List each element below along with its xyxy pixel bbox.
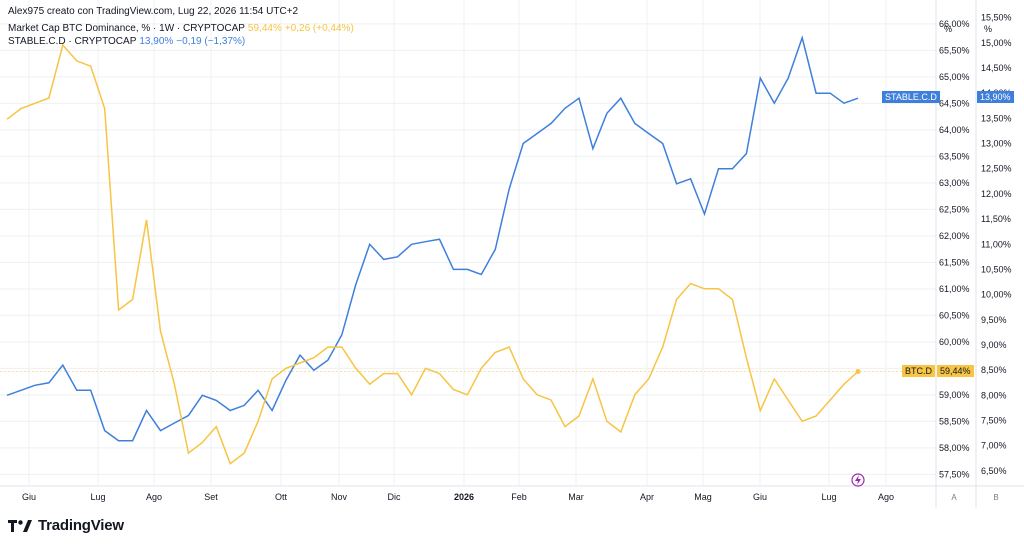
y-axis-b-tick-label: 12,50% bbox=[981, 164, 1012, 174]
y-axis-b-tick-label: 14,50% bbox=[981, 63, 1012, 73]
tradingview-brand: TradingView bbox=[38, 517, 124, 534]
y-axis-b-tick-label: 6,50% bbox=[981, 466, 1007, 476]
legend-btc-change: +0,26 (+0,44%) bbox=[284, 23, 354, 34]
y-axis-a-tick-label: 57,50% bbox=[939, 469, 970, 479]
stable-value-tag: 13,90% bbox=[977, 91, 1014, 104]
stable-name-tag: STABLE.C.D bbox=[882, 91, 940, 104]
y-axis-a-tick-label: 61,00% bbox=[939, 284, 970, 294]
x-axis-tick-label: Mag bbox=[694, 492, 712, 502]
axis-b-label[interactable]: B bbox=[993, 493, 998, 502]
y-axis-a-tick-label: 60,00% bbox=[939, 337, 970, 347]
y-axis-a-tick-label: 62,50% bbox=[939, 204, 970, 214]
y-axis-b-tick-label: 8,50% bbox=[981, 365, 1007, 375]
axis-a-unit: % bbox=[944, 24, 952, 34]
x-axis-tick-label: Giu bbox=[22, 492, 36, 502]
legend-btc-value: 59,44% bbox=[247, 23, 282, 34]
x-axis-tick-label: Set bbox=[204, 492, 218, 502]
tradingview-logo[interactable]: TradingView bbox=[8, 517, 124, 534]
y-axis-b-tick-label: 11,00% bbox=[981, 239, 1011, 249]
legend-stable[interactable]: STABLE.C.D · CRYPTOCAP 13,90% −0,19 (−1,37… bbox=[8, 36, 248, 47]
y-axis-a-tick-label: 64,00% bbox=[939, 125, 970, 135]
x-axis-tick-label: Giu bbox=[753, 492, 767, 502]
y-axis-a-tick-label: 61,50% bbox=[939, 257, 970, 267]
y-axis-a-tick-label: 63,00% bbox=[939, 178, 970, 188]
x-axis-ticks: Giu Lug Ago Set Ott Nov Dic 2026 Feb Mar Apr Mag Giu… bbox=[22, 492, 894, 502]
x-axis-tick-label: Dic bbox=[388, 492, 401, 502]
y-axis-b-tick-label: 13,00% bbox=[981, 139, 1012, 149]
y-axis-a-tick-label: 64,50% bbox=[939, 98, 970, 108]
tradingview-logo-icon bbox=[8, 519, 32, 532]
x-axis-tick-label: Mar bbox=[568, 492, 584, 502]
y-axis-a-ticks: 66,00% 65,50% 65,00% 64,50% 64,00% 63,50% 63,0… bbox=[939, 19, 970, 479]
series-line-stable bbox=[6, 35, 859, 442]
x-axis-tick-label: Ott bbox=[275, 492, 288, 502]
y-axis-a-tick-label: 59,00% bbox=[939, 390, 970, 400]
series-line-btc bbox=[6, 43, 859, 465]
y-axis-b-tick-label: 10,50% bbox=[981, 264, 1012, 274]
legend-stable-title: STABLE.C.D · CRYPTOCAP bbox=[8, 36, 137, 47]
y-axis-b-tick-label: 8,00% bbox=[981, 390, 1007, 400]
y-axis-b-tick-label: 15,50% bbox=[981, 13, 1012, 23]
y-axis-a-tick-label: 58,00% bbox=[939, 443, 970, 453]
x-axis-tick-label: Ago bbox=[878, 492, 894, 502]
lightning-icon[interactable] bbox=[851, 473, 865, 487]
y-axis-a-tick-label: 60,50% bbox=[939, 310, 970, 320]
author-line: Alex975 creato con TradingView.com, Lug … bbox=[8, 6, 299, 17]
btc-value-tag: 59,44% bbox=[937, 364, 974, 377]
y-axis-a-tick-label: 62,00% bbox=[939, 231, 970, 241]
y-axis-b-ticks: 15,50%15,00%14,50%14,00%13,50%13,00%12,5… bbox=[981, 13, 1012, 476]
x-axis-tick-label: Nov bbox=[331, 492, 348, 502]
legend-stable-value: 13,90% bbox=[139, 36, 174, 47]
y-axis-b-tick-label: 7,00% bbox=[981, 441, 1007, 451]
y-axis-b-tick-label: 12,00% bbox=[981, 189, 1012, 199]
x-axis-tick-label: Lug bbox=[90, 492, 105, 502]
legend-btc-title: Market Cap BTC Dominance, % · 1W · CRYPT… bbox=[8, 23, 245, 34]
y-axis-a-tick-label: 58,50% bbox=[939, 416, 970, 426]
gridlines bbox=[0, 0, 936, 486]
legend-btc[interactable]: Market Cap BTC Dominance, % · 1W · CRYPT… bbox=[8, 23, 357, 34]
y-axis-b-tick-label: 9,50% bbox=[981, 315, 1007, 325]
y-axis-b-tick-label: 13,50% bbox=[981, 113, 1012, 123]
y-axis-a-tick-label: 65,00% bbox=[939, 72, 970, 82]
x-axis-tick-label: Feb bbox=[511, 492, 527, 502]
x-axis-tick-label: 2026 bbox=[454, 492, 474, 502]
btc-last-point bbox=[855, 369, 861, 375]
btc-name-tag: BTC.D bbox=[902, 364, 935, 377]
x-axis-tick-label: Lug bbox=[821, 492, 836, 502]
y-axis-a-tick-label: 66,00% bbox=[939, 19, 970, 29]
axis-b-unit: % bbox=[984, 24, 992, 34]
y-axis-a-tick-label: 65,50% bbox=[939, 45, 970, 55]
x-axis-tick-label: Apr bbox=[640, 492, 654, 502]
y-axis-b-tick-label: 11,50% bbox=[981, 214, 1011, 224]
y-axis-a-tick-label: 63,50% bbox=[939, 151, 970, 161]
legend-stable-change: −0,19 (−1,37%) bbox=[176, 36, 246, 47]
axis-a-label[interactable]: A bbox=[951, 493, 957, 502]
y-axis-b-tick-label: 10,00% bbox=[981, 290, 1012, 300]
x-axis-tick-label: Ago bbox=[146, 492, 162, 502]
y-axis-b-tick-label: 15,00% bbox=[981, 38, 1012, 48]
y-axis-b-tick-label: 7,50% bbox=[981, 416, 1007, 426]
y-axis-b-tick-label: 9,00% bbox=[981, 340, 1007, 350]
